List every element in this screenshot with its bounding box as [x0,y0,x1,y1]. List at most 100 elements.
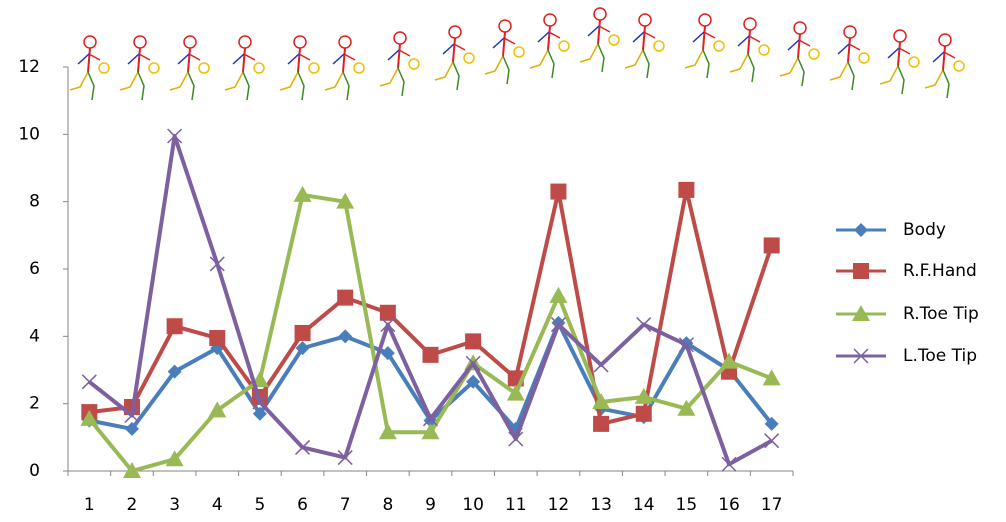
stick-figure [830,26,869,90]
marker [549,287,567,303]
x-tick-label: 14 [633,495,655,515]
x-tick-label: 13 [590,495,612,515]
figure-head [544,14,556,26]
stick-figure [730,18,769,82]
figure-arm [549,32,560,38]
figure-ball [859,53,869,63]
x-tick-label: 16 [718,495,740,515]
figure-leg [138,72,144,100]
x-tick-label: 4 [212,495,223,515]
legend-label: Body [903,220,946,240]
figure-head [394,32,406,44]
y-tick-label: 6 [29,259,40,279]
stick-figure [120,36,159,100]
figure-body [598,20,600,44]
figure-body [398,44,400,68]
figure-body [298,48,300,72]
stick-figure [530,14,569,78]
figure-leg [325,72,343,90]
figure-arm [838,44,849,54]
figure-body [943,46,945,70]
figure-body [548,26,550,50]
figure-arm [704,32,715,38]
figure-leg [343,72,349,100]
figure-arm [644,32,655,38]
marker [295,325,311,341]
figure-leg [453,62,459,90]
figure-arm [128,54,139,64]
figure-head [184,36,196,48]
series-line [89,136,771,464]
y-tick-label: 2 [29,394,40,414]
figure-head [594,8,606,20]
y-tick-label: 4 [29,326,40,346]
stick-figure [685,14,724,78]
stick-figure [280,36,319,100]
figure-head [294,36,306,48]
marker [167,318,183,334]
figure-arm [299,54,310,60]
marker [637,318,651,332]
y-tick-label: 10 [18,124,40,144]
figure-head [339,36,351,48]
figure-head [499,20,511,32]
figure-ball [954,61,964,71]
figure-head [744,18,756,30]
figure-body [798,34,800,58]
x-tick-label: 3 [169,495,180,515]
series-line [89,190,771,424]
figure-arm [888,48,899,58]
x-tick-label: 8 [382,495,393,515]
figure-leg [598,44,604,72]
marker [764,237,780,253]
marker [465,333,481,349]
figure-body [343,48,345,72]
x-tick-label: 2 [127,495,138,515]
x-tick-label: 1 [84,495,95,515]
figure-ball [654,41,664,51]
legend-label: R.F.Hand [903,261,977,281]
y-tick-label: 12 [18,57,40,77]
figure-leg [225,72,243,90]
figure-arm [799,40,810,46]
figure-leg [503,56,509,84]
figure-head [239,36,251,48]
figure-leg [798,58,804,86]
figure-leg [70,72,88,90]
marker [765,434,779,448]
x-tick-label: 17 [761,495,783,515]
figure-head [894,30,906,42]
figure-arm [399,50,410,56]
stick-figure [435,26,474,90]
figure-arm [333,54,344,64]
marker [593,416,609,432]
legend-marker [853,263,869,279]
figure-leg [880,66,898,84]
figure-arm [849,44,860,50]
legend-marker [854,223,868,237]
figure-leg [188,72,194,100]
figure-leg [730,54,748,72]
figure-ball [809,49,819,59]
x-tick-label: 7 [340,495,351,515]
stick-figure [925,34,964,98]
figure-arm [443,44,454,54]
figure-arm [788,40,799,50]
figure-ball [714,41,724,51]
figure-body [703,26,705,50]
stick-figures [70,8,964,100]
figure-leg [780,58,798,76]
figure-head [794,22,806,34]
figure-body [643,26,645,50]
marker [678,182,694,198]
stick-figure [225,36,264,100]
stick-figure [580,8,619,72]
figure-leg [898,66,904,94]
figure-ball [309,63,319,73]
figure-head [134,36,146,48]
figure-ball [354,63,364,73]
marker [337,290,353,306]
figure-arm [189,54,200,60]
stick-figure [780,22,819,86]
figure-arm [693,32,704,42]
